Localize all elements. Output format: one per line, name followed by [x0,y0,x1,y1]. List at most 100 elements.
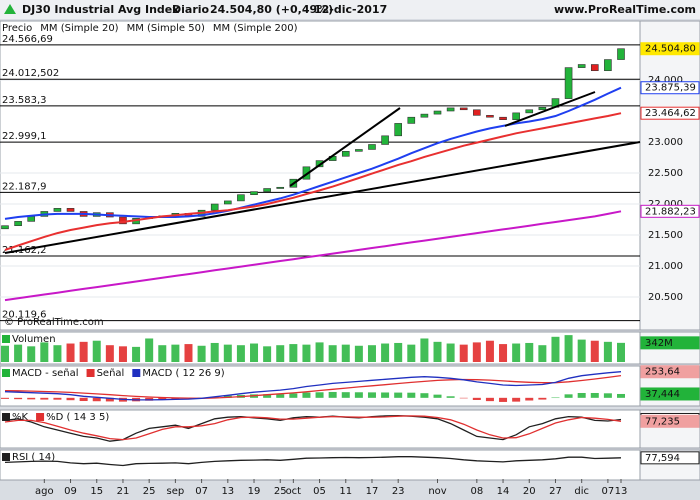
x-tick-label: 19 [248,486,261,497]
x-tick-label: sep [167,486,185,497]
bar [472,342,481,362]
candle [394,123,402,137]
candle [459,107,468,111]
trend-lines [4,91,641,254]
candle [53,208,62,212]
candle [486,115,494,118]
bar [381,343,390,362]
legend-swatch [2,453,10,461]
symbol: DJ30 Industrial Avg Index [22,3,179,16]
last-value-label: 77,235 [645,416,680,427]
legend-label: %K [12,412,29,423]
bar [459,344,468,362]
line [4,371,622,401]
bar [197,345,206,362]
level-label: 24.566,69 [2,34,53,45]
x-tick-label: 14 [497,486,510,497]
bar [79,397,88,402]
bar [381,392,390,398]
last-value-label: 37,444 [645,389,680,400]
candle [355,149,363,152]
bar [53,345,62,362]
bar [236,345,245,362]
bar [446,343,455,362]
last-price: 24.504,80 (+0,49%) [210,3,333,16]
line [4,414,622,442]
trend-line [289,107,401,187]
x-tick-label: dic [574,486,589,497]
candle [446,107,455,112]
bar [459,397,468,399]
candle [617,48,625,60]
legend-label: RSI ( 14) [12,452,55,463]
bar [315,342,324,362]
period: Diario [172,3,210,16]
candle [564,67,573,99]
bar [433,394,442,398]
level-label: 22.999,1 [2,131,47,142]
bar [603,341,612,362]
bar [263,394,272,398]
bar [276,394,285,398]
bar [1,345,9,362]
bar [328,391,337,398]
bar [512,343,521,362]
bar [538,397,547,400]
bar [40,342,49,362]
level-label: 22.187,9 [2,181,47,192]
legend-swatch [2,413,10,421]
bar [289,393,298,398]
bar [40,397,49,400]
bar [302,392,311,398]
bar [92,340,101,362]
bar [184,344,193,362]
x-tick-label: 21 [117,486,130,497]
candle [538,106,547,111]
bar [551,397,560,399]
bar [420,393,429,398]
legend-label: MACD - señal [12,368,79,379]
last-value-label: 77,594 [645,453,680,464]
candle [341,151,350,157]
line [4,456,622,467]
axis-panel [639,20,700,331]
candle [66,208,75,212]
last-value-box [640,81,700,95]
candle [14,221,22,227]
candle [381,135,389,145]
bar [27,397,36,400]
trend-line [4,141,641,254]
bar [512,397,521,402]
bar [171,344,180,362]
line [4,374,622,399]
legend-label: MM (Simple 20) [40,23,118,34]
bar [92,397,101,402]
bar [250,343,259,362]
x-tick-label: 20 [523,486,536,497]
icon [4,4,16,14]
bar [367,392,376,398]
bar [617,342,625,362]
y-tick-label: 22.500 [648,168,683,179]
candle [368,144,376,150]
legend-label: MACD ( 12 26 9) [142,368,224,379]
last-value-label: 342M [645,338,673,349]
x-tick-label: 07 [195,486,208,497]
bar [538,345,547,362]
watermark: © ProRealTime.com [4,317,104,328]
legend-label: MM (Simple 50) [127,23,205,34]
candle [525,109,534,114]
last-value-box [640,365,700,379]
legend-swatch [36,413,45,421]
candle [433,110,442,115]
x-tick-label: 17 [366,486,379,497]
last-value-label: 253,64 [645,367,680,378]
candle [27,216,36,222]
candle [604,59,612,72]
y-tick-label: 24.000 [648,75,683,86]
bar [577,339,586,362]
bar [394,342,403,362]
bar [105,397,114,402]
last-value-box [640,204,700,218]
